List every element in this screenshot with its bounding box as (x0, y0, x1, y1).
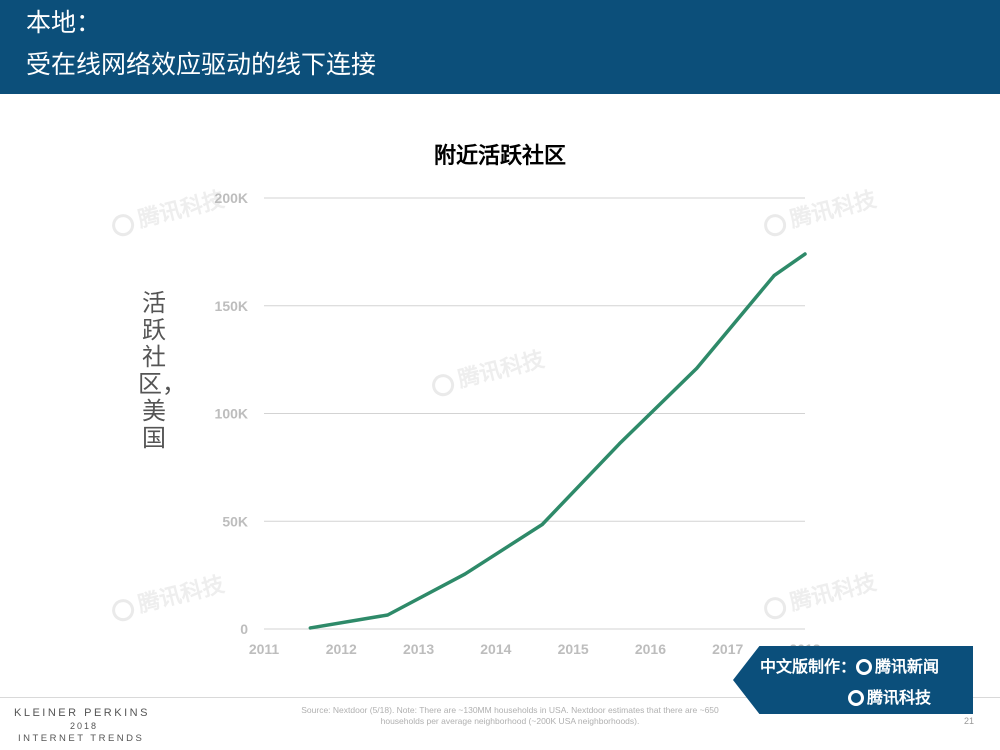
data-point (386, 613, 390, 617)
credit-line1: 中文版制作： 腾讯新闻 (760, 653, 939, 677)
x-tick-label: 2017 (712, 641, 743, 657)
data-point (463, 572, 467, 576)
tencent-news-logo-icon (856, 659, 873, 675)
data-point (308, 626, 312, 630)
data-point (803, 252, 807, 256)
y-tick-label: 50K (222, 513, 248, 529)
y-tick-label: 100K (215, 406, 248, 422)
y-tick-label: 150K (215, 298, 248, 314)
slide-title-line1: 本地： (26, 8, 102, 37)
brand-line3: INTERNET TRENDS (18, 733, 145, 744)
data-point (618, 442, 622, 446)
x-tick-label: 2012 (326, 641, 357, 657)
slide-header: 本地： 受在线网络效应驱动的线下连接 (0, 0, 1000, 94)
y-tick-label: 200K (215, 190, 248, 206)
slide-title-line2: 受在线网络效应驱动的线下连接 (26, 50, 377, 79)
data-point (695, 366, 699, 370)
credit-tech-name: 腾讯科技 (867, 688, 932, 707)
x-tick-label: 2011 (249, 641, 280, 657)
page-number: 21 (963, 716, 974, 726)
brand-line1: KLEINER PERKINS (14, 707, 150, 719)
data-point (772, 274, 776, 278)
y-axis-label: 活跃社区，美国 (138, 289, 186, 452)
credit-news-name: 腾讯新闻 (875, 657, 940, 676)
x-tick-label: 2013 (403, 641, 434, 657)
chart-title: 附近活跃社区 (433, 144, 566, 169)
credit-prefix: 中文版制作： (760, 657, 857, 676)
x-tick-label: 2016 (635, 641, 666, 657)
series-line (308, 252, 807, 630)
y-tick-label: 0 (240, 621, 248, 637)
tencent-tech-logo-icon (848, 690, 864, 706)
source-note: Source: Nextdoor (5/18). Note: There are… (301, 705, 719, 726)
footer-divider (0, 697, 1000, 698)
credit-line2: 腾讯科技 (848, 684, 931, 708)
brand-line2: 2018 (70, 721, 99, 731)
x-tick-label: 2014 (480, 641, 511, 657)
x-tick-label: 2015 (558, 641, 589, 657)
data-point (540, 522, 544, 526)
